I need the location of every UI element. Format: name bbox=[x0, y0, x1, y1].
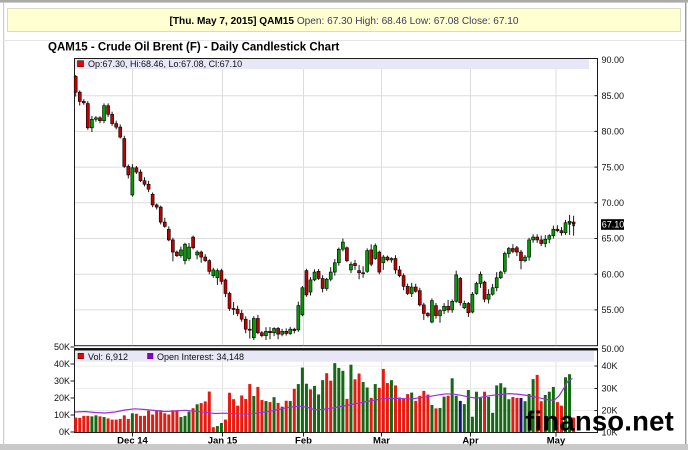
svg-text:90.00: 90.00 bbox=[602, 55, 625, 65]
svg-text:67.10: 67.10 bbox=[602, 220, 625, 230]
svg-text:75.00: 75.00 bbox=[602, 162, 625, 172]
svg-text:50.00: 50.00 bbox=[602, 344, 625, 354]
svg-text:80.00: 80.00 bbox=[602, 127, 625, 137]
svg-text:Open Interest: 34,148: Open Interest: 34,148 bbox=[157, 352, 244, 362]
svg-text:70.00: 70.00 bbox=[602, 198, 625, 208]
svg-text:20K: 20K bbox=[54, 393, 70, 403]
svg-text:Mar: Mar bbox=[373, 436, 390, 447]
svg-text:[Thu. May 7, 2015] QAM15 Open:: [Thu. May 7, 2015] QAM15 Open: 67.30 Hig… bbox=[170, 16, 519, 27]
svg-text:Feb: Feb bbox=[295, 436, 312, 447]
svg-text:20K: 20K bbox=[602, 406, 618, 416]
svg-text:85.00: 85.00 bbox=[602, 91, 625, 101]
svg-text:50K: 50K bbox=[54, 342, 70, 352]
svg-text:Op:67.30, Hi:68.46, Lo:67.08,: Op:67.30, Hi:68.46, Lo:67.08, Cl:67.10 bbox=[88, 59, 242, 69]
svg-text:Apr: Apr bbox=[462, 436, 479, 447]
svg-text:Jan 15: Jan 15 bbox=[208, 436, 238, 447]
svg-text:0K: 0K bbox=[59, 427, 70, 437]
svg-text:finanso.net: finanso.net bbox=[525, 406, 674, 437]
svg-text:30K: 30K bbox=[602, 384, 618, 394]
svg-text:QAM15 - Crude Oil Brent (F) -: QAM15 - Crude Oil Brent (F) - Daily Cand… bbox=[48, 42, 340, 54]
svg-text:40K: 40K bbox=[602, 361, 618, 371]
svg-text:10K: 10K bbox=[54, 410, 70, 420]
svg-text:30K: 30K bbox=[54, 376, 70, 386]
svg-text:60.00: 60.00 bbox=[602, 269, 625, 279]
svg-text:Vol: 6,912: Vol: 6,912 bbox=[88, 352, 128, 362]
svg-text:40K: 40K bbox=[54, 359, 70, 369]
svg-text:10K: 10K bbox=[602, 428, 618, 438]
svg-text:65.00: 65.00 bbox=[602, 234, 625, 244]
svg-text:Dec 14: Dec 14 bbox=[117, 436, 148, 447]
svg-text:55.00: 55.00 bbox=[602, 305, 625, 315]
svg-text:May: May bbox=[547, 436, 566, 447]
